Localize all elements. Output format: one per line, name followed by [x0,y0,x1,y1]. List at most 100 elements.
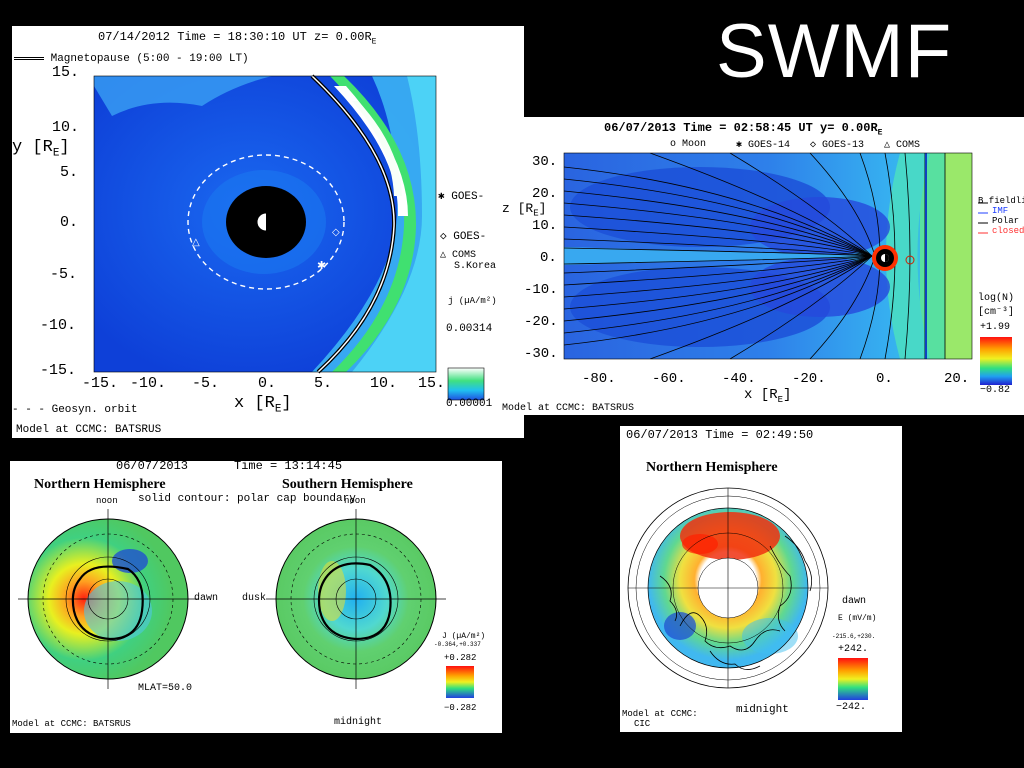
magnetopause-legend: Magnetopause (5:00 - 19:00 LT) [14,53,249,65]
magnetosphere-z-plot: △ ◇ ✱ [93,74,485,401]
legend-goes13: ◇ GOES-13 [810,140,865,151]
south-title: Southern Hemisphere [282,477,413,492]
ytick: -20. [524,314,558,330]
dawn-label: dawn [842,596,867,607]
colorbar-max: 0.00314 [446,323,493,335]
field-lines [564,153,946,359]
ionosphere-plots [18,509,474,698]
colorbar-max: +242. [838,644,869,655]
legend-goes-1: ✱ GOES- [438,191,485,203]
colorbar-min: 0.00001 [446,398,493,410]
xtick: 0. [258,375,277,392]
ytick: -10. [40,317,77,334]
polar-map [627,487,829,689]
colorbar-max: +1.99 [980,322,1011,333]
colorbar-unit: E (mV/m) [838,614,877,623]
xtick: -20. [792,371,826,387]
fieldline-polar: Polar [992,216,1020,226]
svg-text:◇: ◇ [332,227,340,238]
xtick: 20. [944,371,970,387]
panel-header: 06/07/2013 Time = 02:58:45 UT y= 0.00RE [604,121,883,138]
colorbar-range: -0.364,+0.337 [434,641,481,648]
north-polar-plot [18,509,198,689]
colorbar [448,368,484,400]
legend-coms: △ COMS [884,140,921,151]
ytick: 5. [60,164,79,181]
north-title: Northern Hemisphere [34,477,166,492]
xtick: -80. [582,371,616,387]
xtick: 15. [418,375,446,392]
fieldline-imf: IMF [992,206,1009,216]
ytick: -5. [50,266,78,283]
panel-header: 07/14/2012 Time = 18:30:10 UT z= 0.00RE [98,30,377,47]
z-axis-label: z [RE] [502,201,547,219]
panel-header: 06/07/2013 Time = 02:49:50 [626,428,814,442]
y-axis-label: y [RE] [12,138,70,160]
fieldline-closed: closed [992,226,1024,236]
legend-coms: △ COMS S.Korea [440,250,497,272]
xtick: 0. [876,371,893,387]
ytick: -30. [524,346,558,362]
date: 06/07/2013 [116,461,189,473]
colorbar-max: +0.282 [444,653,477,663]
dawn-label: dawn [194,593,219,604]
ytick: 10. [532,218,558,234]
ytick: 0. [60,214,79,231]
legend-goes14: ✱ GOES-14 [736,140,791,151]
midnight-label: midnight [334,717,383,728]
xtick: -10. [130,375,167,392]
credit-2: CIC [634,719,651,729]
mlat-label: MLAT=50.0 [138,683,193,694]
xtick: -15. [82,375,119,392]
colorbar-min: −242. [836,702,867,713]
xtick: 10. [370,375,398,392]
xtick: 5. [314,375,333,392]
magnetosphere-y-panel: 06/07/2013 Time = 02:58:45 UT y= 0.00RE … [500,117,1024,415]
dusk-label: dusk [242,593,267,604]
electric-field-panel: 06/07/2013 Time = 02:49:50 Northern Hemi… [620,426,902,732]
colorbar [980,337,1012,385]
time: Time = 13:14:45 [234,461,343,473]
geosync-legend: - - - Geosyn. orbit [12,404,138,416]
x-axis-label: x [RE] [744,387,792,405]
colorbar-unit: j (µA/m²) [448,296,497,306]
ionosphere-panel: 06/07/2013 Time = 13:14:45 Northern Hemi… [10,461,502,733]
bow-ridge [330,76,417,372]
noon-label: noon [96,496,118,506]
svg-text:△: △ [192,237,200,248]
credit: Model at CCMC: [622,709,698,719]
ytick: 15. [52,64,80,81]
colorbar [838,658,868,700]
colorbar-min: −0.282 [444,703,477,713]
ytick: -10. [524,282,558,298]
credit: Model at CCMC: BATSRUS [502,403,635,414]
legend-goes-2: ◇ GOES- [440,231,487,243]
electric-field-plot [627,487,868,700]
ytick: 30. [532,154,558,170]
panel-title: Northern Hemisphere [646,460,778,475]
geosync-orbit [187,154,345,290]
colorbar-title: log(N) [978,293,1015,304]
magnetosphere-z-panel: 07/14/2012 Time = 18:30:10 UT z= 0.00RE … [12,26,524,438]
ytick: 0. [540,250,557,266]
legend-moon: o Moon [670,139,707,150]
x-axis-label: x [RE] [234,394,292,416]
noon-label: noon [344,496,366,506]
xtick: -5. [192,375,220,392]
ytick: 20. [532,186,558,202]
xtick: -40. [722,371,756,387]
colorbar [446,666,474,698]
xtick: -60. [652,371,686,387]
colorbar-min: −0.82 [980,385,1011,396]
colorbar-range: -215.6,+230. [832,633,876,640]
colorbar-unit: J (µA/m²) [442,632,486,641]
ytick: 10. [52,119,80,136]
credit: Model at CCMC: BATSRUS [16,424,162,436]
slide-title: SWMF [716,9,953,94]
magnetosphere-y-plot [563,152,1012,385]
ytick: -15. [40,362,77,379]
south-polar-plot [266,509,446,689]
midnight-label: midnight [736,704,789,716]
credit: Model at CCMC: BATSRUS [12,719,131,729]
colorbar-unit: [cm⁻³] [978,307,1015,318]
